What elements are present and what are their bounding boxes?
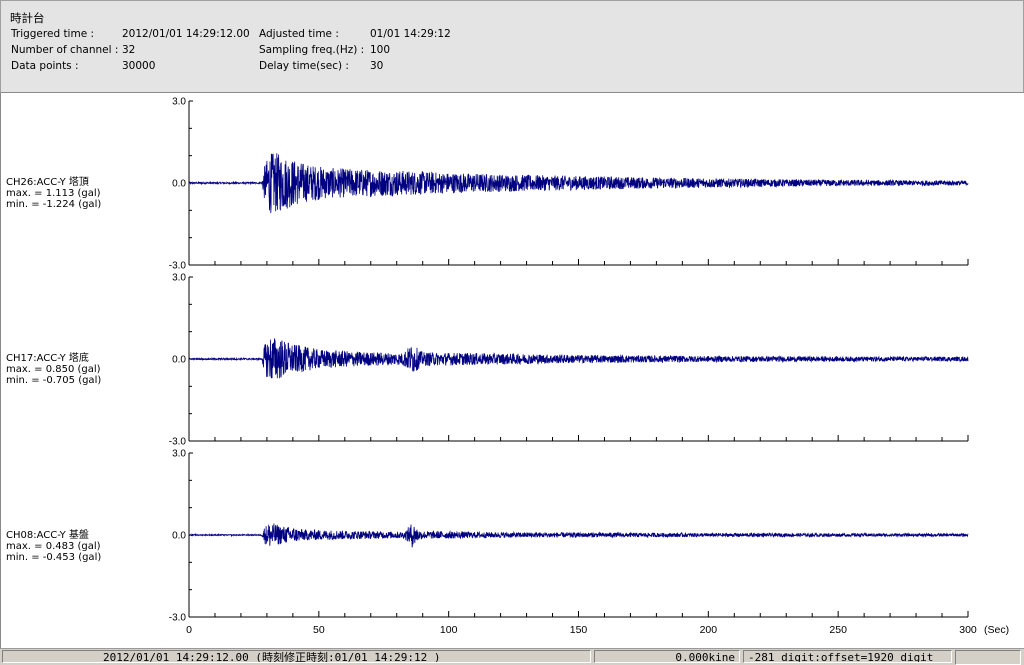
y-tick-label: 0.0 bbox=[172, 531, 186, 542]
status-velocity: 0.000kine bbox=[594, 650, 740, 663]
triggered-time-value: 2012/01/01 14:29:12.00 bbox=[122, 28, 250, 40]
channel-label: CH26:ACC-Y 塔頂 bbox=[6, 177, 89, 188]
triggered-time-label: Triggered time : bbox=[11, 28, 95, 40]
station-title: 時計台 bbox=[10, 11, 45, 25]
header-panel: 時計台 Triggered time : 2012/01/01 14:29:12… bbox=[0, 0, 1024, 94]
waveform-plot-area[interactable]: CH26:ACC-Y 塔頂 max. = 1.113 (gal) min. = … bbox=[0, 93, 1024, 648]
y-tick-label: 3.0 bbox=[172, 97, 186, 108]
status-time: 2012/01/01 14:29:12.00 (時刻修正時刻:01/01 14:… bbox=[2, 650, 591, 663]
waveform-trace bbox=[188, 523, 969, 548]
x-tick-label: 0 bbox=[186, 624, 192, 636]
delay-time-label: Delay time(sec) : bbox=[259, 60, 349, 72]
channel-min: min. = -0.453 (gal) bbox=[6, 552, 102, 563]
x-tick-label: 300 bbox=[959, 624, 977, 636]
channel-max: max. = 1.113 (gal) bbox=[6, 188, 101, 199]
x-tick-label: 200 bbox=[700, 624, 718, 636]
channel-count-label: Number of channel : bbox=[11, 44, 119, 56]
x-tick-label: 150 bbox=[570, 624, 588, 636]
channel-min: min. = -1.224 (gal) bbox=[6, 199, 102, 210]
channel-info-1: CH17:ACC-Y 塔底 max. = 0.850 (gal) min. = … bbox=[6, 353, 101, 386]
channel-min: min. = -0.705 (gal) bbox=[6, 375, 102, 386]
x-tick-label: 50 bbox=[313, 624, 325, 636]
y-tick-label: 3.0 bbox=[172, 449, 186, 460]
status-bar: 2012/01/01 14:29:12.00 (時刻修正時刻:01/01 14:… bbox=[0, 648, 1024, 665]
channel-label: CH17:ACC-Y 塔底 bbox=[6, 353, 89, 364]
status-extra bbox=[955, 650, 1021, 665]
y-tick-label: -3.0 bbox=[169, 613, 187, 624]
waveform-trace bbox=[188, 338, 969, 379]
y-tick-label: 3.0 bbox=[172, 273, 186, 284]
y-tick-label: -3.0 bbox=[169, 261, 187, 272]
channel-max: max. = 0.850 (gal) bbox=[6, 364, 101, 375]
sampling-freq-label: Sampling freq.(Hz) : bbox=[259, 44, 365, 56]
x-axis-unit: (Sec) bbox=[984, 624, 1009, 636]
waveform-trace bbox=[188, 153, 969, 214]
adjusted-time-value: 01/01 14:29:12 bbox=[370, 28, 451, 40]
adjusted-time-label: Adjusted time : bbox=[259, 28, 339, 40]
x-tick-label: 250 bbox=[829, 624, 847, 636]
channel-max: max. = 0.483 (gal) bbox=[6, 541, 101, 552]
channel-info-0: CH26:ACC-Y 塔頂 max. = 1.113 (gal) min. = … bbox=[6, 177, 101, 210]
y-tick-label: -3.0 bbox=[169, 437, 187, 448]
y-tick-label: 0.0 bbox=[172, 179, 186, 190]
y-tick-label: 0.0 bbox=[172, 355, 186, 366]
channel-info-2: CH08:ACC-Y 基盤 max. = 0.483 (gal) min. = … bbox=[6, 530, 101, 563]
x-tick-label: 100 bbox=[440, 624, 458, 636]
channel-count-value: 32 bbox=[122, 44, 136, 56]
status-digit: -281 digit:offset=1920 digit bbox=[743, 650, 952, 663]
data-points-value: 30000 bbox=[122, 60, 156, 72]
channel-label: CH08:ACC-Y 基盤 bbox=[6, 530, 89, 541]
waveform-plots-svg: 3.00.0-3.03.00.0-3.03.00.0-3.00 50 100 150 2… bbox=[169, 97, 1009, 637]
delay-time-value: 30 bbox=[370, 60, 384, 72]
data-points-label: Data points : bbox=[11, 60, 79, 72]
sampling-freq-value: 100 bbox=[370, 44, 391, 56]
